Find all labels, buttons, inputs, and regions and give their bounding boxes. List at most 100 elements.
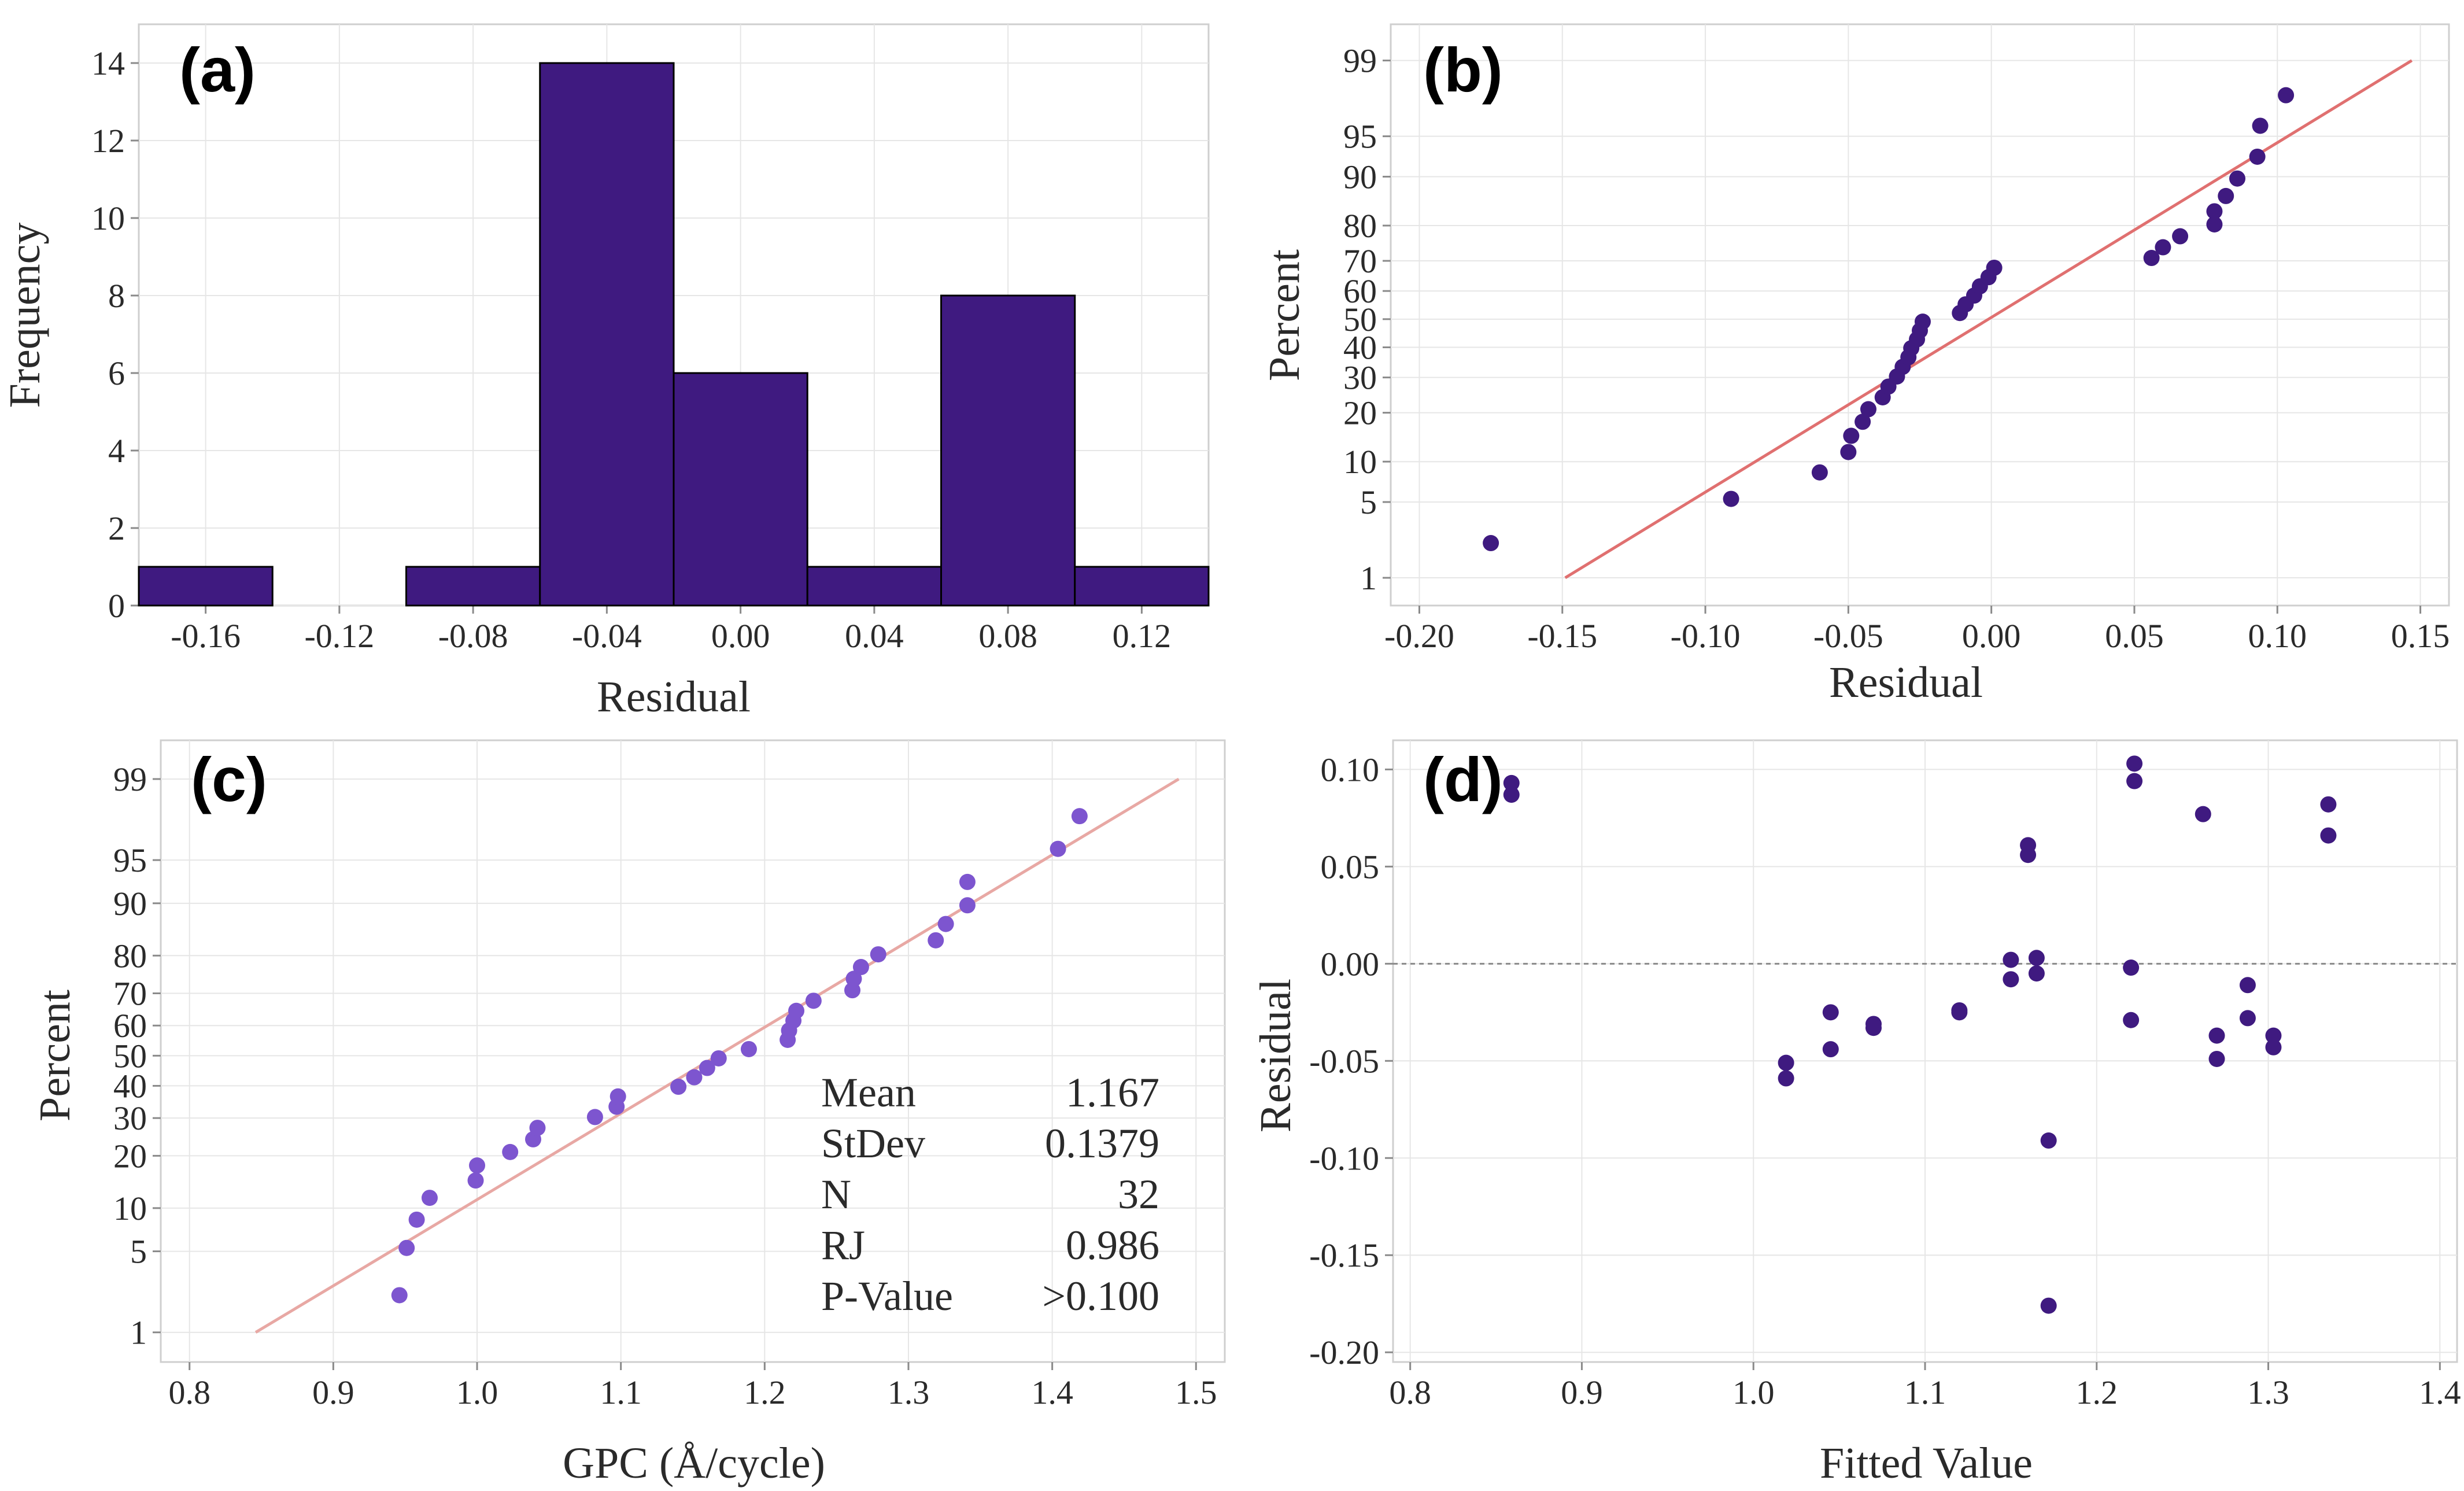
data-point (1071, 808, 1088, 825)
y-tick-label: 14 (91, 45, 125, 82)
data-point (1986, 259, 2003, 276)
stat-label-rj: RJ (821, 1222, 865, 1268)
data-point (2040, 1132, 2057, 1149)
x-tick-label: 1.2 (2076, 1374, 2118, 1411)
x-tick-label: 0.10 (2248, 617, 2307, 655)
y-tick-label: 12 (91, 122, 125, 160)
y-tick-label: 0 (108, 587, 125, 625)
data-point (1865, 1020, 1882, 1036)
y-tick-label: 0.00 (1321, 945, 1380, 983)
y-tick-label: -0.20 (1309, 1334, 1379, 1371)
y-tick-label: 90 (1343, 158, 1377, 195)
stat-value-mean: 1.167 (1066, 1069, 1159, 1116)
x-tick-label: -0.04 (572, 617, 642, 655)
x-tick-label: -0.05 (1813, 617, 1883, 655)
data-point (529, 1120, 546, 1136)
data-point (2252, 117, 2269, 134)
data-point (2195, 806, 2211, 822)
data-point (2020, 847, 2037, 863)
data-point (1840, 444, 1857, 460)
data-point (2218, 187, 2234, 204)
x-tick-label: 1.2 (744, 1374, 786, 1411)
x-tick-label: 0.08 (978, 617, 1037, 655)
x-axis-label-c: GPC (Å/cycle) (563, 1439, 825, 1488)
data-point (2003, 951, 2019, 968)
chart-d: 0.8 0.9 1.0 1.1 1.2 1.3 1.4 -0.20 -0.15 -0.10 -0.0… (1251, 739, 2461, 1488)
chart-a: -0.16 -0.12 -0.08 -0.04 0.00 0.04 0.08 0.12 0 2 4 6… (1, 23, 1210, 721)
y-tick-label: -0.10 (1309, 1139, 1379, 1177)
data-point (1822, 1041, 1839, 1058)
x-tick-label: 1.3 (888, 1374, 930, 1411)
x-tick-label: 0.12 (1113, 617, 1172, 655)
data-point (1855, 414, 1871, 430)
x-tick-label: -0.15 (1527, 617, 1597, 655)
y-tick-label: 1 (1360, 559, 1377, 597)
data-point (870, 946, 886, 963)
y-axis-label-c: Percent (31, 990, 79, 1121)
y-tick-label: 20 (113, 1137, 147, 1175)
y-tick-label: 4 (108, 432, 125, 470)
y-tick-label: 90 (113, 885, 147, 922)
histogram-bar (138, 566, 274, 607)
data-point (1483, 535, 1499, 552)
stat-value-stdev: 0.1379 (1045, 1120, 1159, 1167)
data-point (2239, 977, 2256, 994)
data-point (1843, 427, 1860, 444)
x-tick-label: 0.00 (711, 617, 770, 655)
x-tick-label: -0.10 (1671, 617, 1741, 655)
y-tick-label: 10 (1343, 443, 1377, 481)
data-point (502, 1143, 519, 1160)
y-tick-label: 8 (108, 277, 125, 315)
histogram-bar (539, 62, 675, 607)
y-tick-label: 20 (1343, 394, 1377, 432)
y-tick-label: 30 (113, 1099, 147, 1137)
data-point (421, 1190, 438, 1206)
data-point (2040, 1297, 2057, 1314)
y-tick-label: -0.05 (1309, 1042, 1379, 1080)
panel-a: -0.16 -0.12 -0.08 -0.04 0.00 0.04 0.08 0.12 0 2 4 6… (0, 0, 1232, 735)
y-tick-label: 95 (1343, 118, 1377, 156)
panel-label-c: (c) (191, 744, 267, 814)
stat-value-n: 32 (1118, 1171, 1159, 1217)
y-axis-label-d: Residual (1251, 979, 1300, 1132)
data-point (937, 916, 954, 932)
data-point (586, 1109, 603, 1125)
data-point (408, 1211, 425, 1228)
panel-label-a: (a) (179, 35, 256, 105)
x-tick-label: 1.4 (2419, 1374, 2461, 1411)
x-tick-label: -0.08 (438, 617, 508, 655)
panel-d: 0.8 0.9 1.0 1.1 1.2 1.3 1.4 -0.20 -0.15 -0.10 -0.0… (1232, 735, 2464, 1491)
x-tick-label: 0.04 (845, 617, 904, 655)
data-point (2320, 827, 2337, 844)
x-tick-label: 0.05 (2105, 617, 2164, 655)
data-point (699, 1060, 715, 1076)
data-point (609, 1088, 626, 1105)
stat-value-rj: 0.986 (1066, 1222, 1159, 1268)
x-tick-label: -0.16 (171, 617, 241, 655)
data-point (2206, 203, 2223, 220)
data-point (2003, 971, 2019, 988)
y-tick-label: 95 (113, 842, 147, 879)
y-tick-label: 70 (1343, 242, 1377, 280)
data-point (1503, 787, 1520, 803)
y-tick-label: 6 (108, 355, 125, 392)
data-point (2265, 1039, 2282, 1055)
y-axis-label-a: Frequency (1, 223, 49, 408)
data-point (2155, 239, 2171, 256)
y-tick-label: 40 (1343, 329, 1377, 367)
data-point (788, 1002, 805, 1019)
stat-label-n: N (821, 1171, 851, 1217)
x-tick-label: -0.20 (1384, 617, 1454, 655)
data-point (852, 959, 869, 976)
x-tick-label: 0.8 (1389, 1374, 1431, 1411)
data-point (2278, 87, 2295, 104)
histogram-bar (673, 372, 808, 607)
data-point (1951, 1004, 1968, 1021)
data-point (845, 970, 862, 987)
y-tick-label: 70 (113, 975, 147, 1013)
y-tick-label: 2 (108, 510, 125, 547)
plot-area-d: 0.8 0.9 1.0 1.1 1.2 1.3 1.4 -0.20 -0.15 -0.10 -0.0… (1309, 739, 2461, 1411)
stats-box: Mean 1.167 StDev 0.1379 N 32 RJ 0.986 P-… (821, 1069, 1159, 1319)
x-tick-label: 1.4 (1031, 1374, 1073, 1411)
panel-label-d: (d) (1423, 744, 1503, 814)
